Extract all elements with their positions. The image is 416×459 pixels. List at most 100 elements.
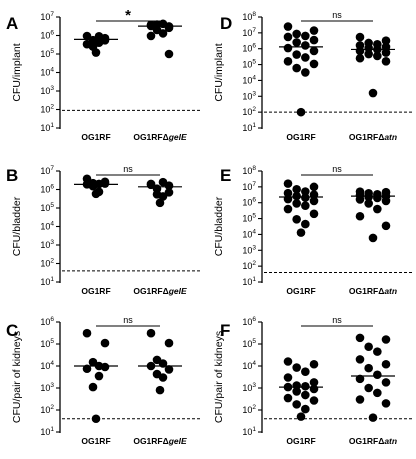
series-2	[351, 333, 395, 422]
data-point	[164, 49, 174, 59]
data-point	[164, 188, 174, 197]
data-point	[364, 199, 373, 208]
data-point	[146, 31, 156, 41]
series-2	[138, 19, 182, 59]
data-point	[355, 374, 365, 384]
y-axis-label: CFU/bladder	[11, 196, 23, 256]
data-point	[355, 195, 365, 204]
data-point	[283, 204, 293, 214]
data-point	[296, 412, 306, 421]
data-point	[373, 193, 382, 203]
y-tick-label: 106	[242, 43, 256, 54]
data-point	[355, 46, 365, 56]
data-point	[301, 187, 310, 196]
data-point	[301, 193, 310, 202]
y-tick-label: 101	[242, 122, 256, 133]
y-tick-label: 102	[242, 260, 256, 271]
data-point	[309, 182, 319, 192]
data-point	[364, 192, 373, 202]
data-point	[88, 382, 98, 392]
data-point	[364, 49, 373, 59]
data-point	[355, 333, 365, 343]
data-point	[164, 338, 174, 348]
data-point	[292, 29, 301, 39]
y-tick-label: 105	[40, 48, 54, 59]
data-point	[373, 51, 382, 61]
y-tick-label: 104	[40, 67, 54, 78]
y-axis-label: CFU/pair of kidneys	[11, 331, 23, 423]
x-tick-label: OG1RFΔgelE	[133, 436, 187, 446]
y-tick-label: 103	[242, 244, 256, 255]
series-2	[138, 177, 182, 208]
series-1	[74, 31, 118, 57]
data-point	[364, 43, 373, 53]
series-2	[351, 187, 395, 243]
data-point	[158, 192, 168, 201]
y-tick-label: 106	[40, 316, 54, 327]
y-tick-label: 102	[242, 404, 256, 415]
panel-b: B 101 102 103 104 105 106 107 CFU/bladder ns OG1RF…	[6, 164, 202, 296]
data-point	[283, 357, 293, 366]
data-point	[283, 22, 293, 31]
x-tick-label: OG1RF	[286, 286, 315, 296]
data-point	[381, 335, 391, 344]
data-point	[292, 38, 301, 47]
series-1	[74, 174, 118, 199]
data-point	[381, 57, 391, 66]
y-tick-label: 107	[40, 165, 54, 176]
data-point	[292, 63, 301, 73]
data-point	[94, 371, 104, 381]
panel-a: A 101 102 103 104 105 106 107 CFU/implant * OG1RF O…	[6, 7, 202, 142]
data-point	[301, 367, 310, 377]
data-point	[301, 68, 310, 77]
x-tick-label: OG1RFΔatn	[349, 436, 397, 446]
y-tick-label: 104	[242, 228, 256, 239]
y-tick-label: 104	[40, 221, 54, 232]
data-point	[100, 362, 110, 372]
data-point	[146, 328, 156, 338]
data-point	[283, 57, 293, 66]
data-point	[283, 393, 293, 403]
y-tick-label: 102	[40, 258, 54, 269]
data-point	[373, 388, 382, 398]
series-2	[351, 32, 395, 98]
y-tick-label: 108	[242, 165, 256, 176]
y-axis-label: CFU/implant	[213, 43, 225, 101]
y-tick-label: 104	[242, 74, 256, 85]
y-tick-label: 106	[242, 197, 256, 208]
data-point	[364, 342, 373, 352]
panel-d: D 101 102 103 104 105 106 107 108 CFU/implant ns OG…	[213, 10, 414, 142]
data-point	[164, 365, 174, 374]
data-point	[355, 355, 365, 364]
data-point	[292, 363, 301, 372]
y-tick-label: 103	[40, 239, 54, 250]
data-point	[381, 196, 391, 206]
x-tick-label: OG1RF	[81, 132, 110, 142]
x-tick-label: OG1RF	[81, 436, 110, 446]
data-point	[283, 373, 293, 382]
y-tick-label: 105	[242, 338, 256, 349]
data-point	[301, 381, 310, 391]
data-point	[301, 31, 310, 41]
data-point	[309, 209, 319, 219]
data-point	[301, 53, 310, 62]
x-tick-label: OG1RF	[286, 132, 315, 142]
data-point	[292, 185, 301, 194]
panel-c: C 101 102 103 104 105 106 CFU/pair of kidneys ns…	[6, 315, 202, 446]
data-point	[301, 404, 310, 414]
panel-f: F 101 102 103 104 105 106 CFU/pair of kidneys ns…	[213, 315, 414, 446]
data-point	[309, 384, 319, 394]
x-tick-label: OG1RF	[81, 286, 110, 296]
y-tick-label: 108	[242, 11, 256, 22]
data-point	[283, 188, 293, 198]
y-tick-label: 103	[242, 382, 256, 393]
x-tick-label: OG1RFΔgelE	[133, 286, 187, 296]
significance-label: ns	[332, 10, 342, 20]
data-point	[364, 383, 373, 393]
data-point	[296, 228, 306, 237]
y-tick-label: 101	[242, 276, 256, 287]
data-point	[158, 29, 168, 38]
data-point	[292, 199, 301, 208]
y-tick-label: 106	[40, 184, 54, 195]
